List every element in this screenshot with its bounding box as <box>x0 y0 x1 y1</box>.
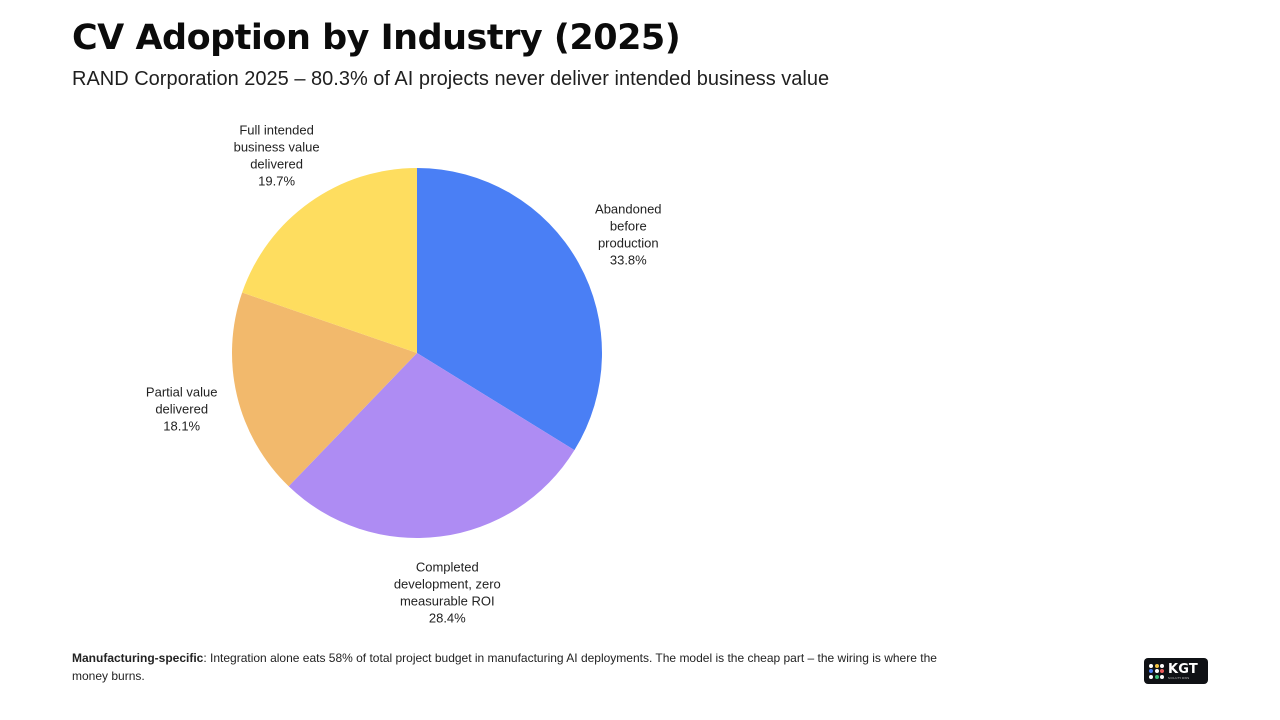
slice-category-label: delivered <box>250 156 303 171</box>
pie-slices <box>231 168 602 539</box>
logo-dot <box>1160 674 1164 679</box>
logo-dot <box>1149 674 1153 679</box>
slice-category-label: delivered <box>155 402 208 417</box>
slice-category-label: production <box>598 236 659 251</box>
footnote-text: : Integration alone eats 58% of total pr… <box>72 651 937 683</box>
logo-dot <box>1154 663 1159 668</box>
logo-dots-icon <box>1149 663 1164 679</box>
pie-slice-2 <box>288 353 575 539</box>
logo-dot <box>1149 669 1153 673</box>
pie-slice-1 <box>417 168 602 451</box>
pie-slice-4 <box>242 168 417 353</box>
pie-slice-3 <box>231 292 417 487</box>
footnote-bold: Manufacturing-specific <box>72 651 204 665</box>
slice-category-label: Abandoned <box>595 202 662 217</box>
slice-category-label: development, zero <box>394 577 501 592</box>
slice-value-label: 19.7% <box>258 173 295 188</box>
slice-value-label: 33.8% <box>610 253 647 268</box>
logo-dot <box>1154 669 1159 673</box>
slice-category-label: Completed <box>416 560 479 575</box>
slice-category-label: before <box>610 219 647 234</box>
slice-category-label: Partial value <box>146 385 218 400</box>
logo-text: KGT <box>1168 661 1198 677</box>
slice-category-label: measurable ROI <box>400 594 495 609</box>
logo-dot <box>1160 663 1164 668</box>
logo-subtext: SOLUTIONS <box>1168 675 1190 680</box>
logo-wordmark: KGT SOLUTIONS <box>1168 663 1198 680</box>
slice-category-label: Full intended <box>239 122 313 137</box>
slice-category-label: business value <box>234 139 320 154</box>
pie-labels: Abandoned before production 33.8% Completed d… <box>146 122 662 625</box>
slice-label-3: Partial value delivered 18.1% <box>146 385 218 434</box>
slice-value-label: 28.4% <box>429 611 466 626</box>
chart-title: CV Adoption by Industry (2025) <box>72 18 681 58</box>
logo-dot <box>1154 674 1159 679</box>
chart-subtitle: RAND Corporation 2025 – 80.3% of AI proj… <box>72 68 830 90</box>
slice-label-2: Completed development, zero measurable ROI… <box>394 560 501 626</box>
slice-label-4: Full intended business value delivered 19.7… <box>234 122 320 188</box>
footnote: Manufacturing-specific: Integration alon… <box>72 649 952 685</box>
logo-dot <box>1160 669 1164 673</box>
kgt-logo: KGT SOLUTIONS <box>1144 658 1208 684</box>
slice-label-1: Abandoned before production 33.8% <box>595 202 662 268</box>
logo-dot <box>1149 663 1153 668</box>
slice-value-label: 18.1% <box>163 419 200 434</box>
